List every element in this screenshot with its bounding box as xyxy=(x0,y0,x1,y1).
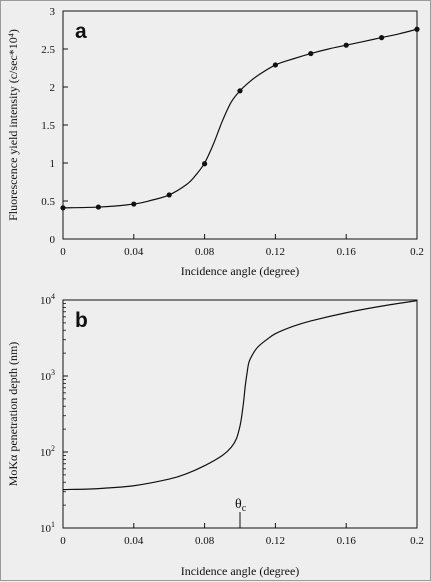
x-tick-label: 0 xyxy=(60,535,66,547)
panel-a: a 0 0.04 0.08 0.12 0.16 0.2 0 0.5 1 1.5 2 2.5 3 Inc… xyxy=(6,6,424,278)
y-tick-label: 1.5 xyxy=(41,120,55,132)
y-tick-label: 103 xyxy=(40,368,55,383)
y-tick-label: 2.5 xyxy=(41,44,55,56)
panel-a-y-axis-title: Fluorescence yield intensity (c/sec*10⁴) xyxy=(6,29,20,221)
data-point xyxy=(237,88,243,94)
y-tick-label: 104 xyxy=(40,292,55,307)
panel-b-x-axis-title: Incidence angle (degree) xyxy=(181,564,300,578)
critical-angle-annotation: θc xyxy=(235,497,247,528)
panel-a-fit-curve xyxy=(62,28,418,209)
panel-b-x-axis: 0 0.04 0.08 0.12 0.16 0.2 xyxy=(60,523,424,547)
data-point xyxy=(131,201,137,207)
panel-a-plot-area xyxy=(62,10,418,240)
panel-b-depth-curve xyxy=(62,300,418,491)
y-tick-label: 0 xyxy=(50,234,56,246)
data-point xyxy=(60,205,66,211)
x-tick-label: 0.16 xyxy=(337,535,357,547)
panel-b-plot-area xyxy=(62,299,418,529)
y-tick-label: 1 xyxy=(50,158,56,170)
x-tick-label: 0.04 xyxy=(124,535,144,547)
x-tick-label: 0.2 xyxy=(410,246,424,258)
panel-a-data-points xyxy=(60,26,420,211)
x-tick-label: 0.04 xyxy=(124,246,144,258)
panel-b: b 0 0.04 0.08 0.12 0.16 0.2 101 102 103 104 Inci… xyxy=(6,292,424,578)
data-point xyxy=(414,26,420,32)
x-tick-label: 0.08 xyxy=(195,535,215,547)
panel-a-y-axis: 0 0.5 1 1.5 2 2.5 3 xyxy=(41,6,68,246)
x-tick-label: 0 xyxy=(60,246,66,258)
y-tick-label: 102 xyxy=(40,444,55,459)
data-point xyxy=(272,62,278,68)
data-point xyxy=(343,42,349,48)
data-point xyxy=(166,192,172,198)
y-tick-label: 3 xyxy=(50,6,56,18)
x-tick-label: 0.12 xyxy=(266,246,285,258)
x-tick-label: 0.08 xyxy=(195,246,215,258)
data-point xyxy=(379,35,385,41)
panel-a-x-axis: 0 0.04 0.08 0.12 0.16 0.2 xyxy=(60,234,424,258)
x-tick-label: 0.12 xyxy=(266,535,285,547)
y-tick-label: 0.5 xyxy=(41,196,55,208)
x-tick-label: 0.16 xyxy=(337,246,357,258)
x-tick-label: 0.2 xyxy=(410,535,424,547)
data-point xyxy=(95,204,101,210)
panel-b-y-axis: 101 102 103 104 xyxy=(40,292,68,535)
panel-a-label: a xyxy=(75,20,87,43)
data-point xyxy=(202,161,208,167)
critical-angle-label: θc xyxy=(235,497,247,514)
data-point xyxy=(308,50,314,57)
y-tick-label: 2 xyxy=(50,82,56,94)
y-tick-label: 101 xyxy=(40,520,55,535)
panel-b-y-axis-title: MoKα penetration depth (nm) xyxy=(6,342,20,487)
panel-a-x-axis-title: Incidence angle (degree) xyxy=(181,264,300,278)
panel-b-label: b xyxy=(75,309,88,332)
